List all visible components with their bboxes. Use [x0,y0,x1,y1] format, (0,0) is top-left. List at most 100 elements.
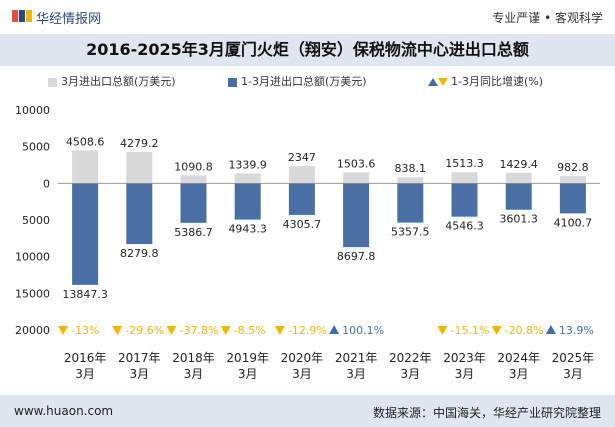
x-tick-label-year: 2022年 [389,351,432,365]
x-tick-label-month: 3月 [563,367,583,381]
bar-march [180,175,207,184]
growth-down-triangle [166,326,177,335]
data-label-march: 1339.9 [228,159,267,172]
bar-cumulative [505,183,532,210]
bar-cumulative [72,183,99,285]
x-tick-label-month: 3月 [238,367,258,381]
huajing-logo-icon [12,10,32,22]
growth-label: -12.9% [288,324,327,337]
data-label-cumulative: 8279.8 [120,247,159,260]
data-label-cumulative: 8697.8 [337,250,376,263]
x-tick-label-year: 2016年 [64,351,107,365]
growth-down-triangle [437,326,448,335]
growth-down-triangle [491,326,502,335]
x-tick-label-month: 3月 [455,367,475,381]
x-tick-label-year: 2020年 [281,351,324,365]
growth-down-triangle [274,326,285,335]
site-name: 华经情报网 [36,12,102,27]
y-tick-label: 5000 [22,214,50,227]
tagline: 专业严谨 • 客观科学 [492,11,603,25]
y-tick-label: 15000 [15,287,50,300]
x-tick-label-year: 2019年 [226,351,269,365]
data-label-march: 1503.6 [337,157,376,170]
growth-label: -15.1% [451,324,490,337]
data-label-march: 838.1 [395,162,427,175]
bar-cumulative [180,183,207,223]
legend-label-growth: 1-3月同比增速(%) [451,75,544,88]
bar-march [451,172,478,184]
legend-item-cumulative: 1-3月进出口总额(万美元) [228,73,367,89]
bar-march [559,176,586,184]
legend-label-cumulative: 1-3月进出口总额(万美元) [241,75,367,88]
growth-label: -20.8% [505,324,544,337]
x-tick-label-year: 2021年 [335,351,378,365]
y-tick-label: 10000 [15,251,50,264]
data-label-march: 1513.3 [445,157,484,170]
growth-label: 13.9% [559,324,594,337]
legend-swatch-march [48,77,57,87]
bar-cumulative [451,183,478,217]
growth-down-triangle [220,326,231,335]
legend-down-triangle-icon [438,78,448,86]
bar-march [234,173,261,184]
legend-up-triangle-icon [428,78,438,86]
growth-label: -8.5% [234,324,266,337]
legend-label-march: 3月进出口总额(万美元) [61,75,176,88]
data-label-march: 1429.4 [499,158,538,171]
x-tick-label-month: 3月 [184,367,204,381]
bar-march [288,166,315,184]
x-tick-label-month: 3月 [75,367,95,381]
bar-cumulative [288,183,315,215]
legend-swatch-cumulative [228,77,237,87]
x-tick-label-month: 3月 [292,367,312,381]
data-label-cumulative: 4100.7 [554,216,593,229]
y-tick-label: 10000 [15,104,50,117]
x-tick-label-month: 3月 [346,367,366,381]
footer-url: www.huaon.com [14,404,114,418]
data-label-cumulative: 4305.7 [283,218,322,231]
bar-cumulative [397,183,424,223]
data-label-cumulative: 3601.3 [499,213,538,226]
growth-down-triangle [58,326,69,335]
title-bar [0,34,615,66]
y-tick-label: 5000 [22,141,50,154]
footer-source: 数据来源：中国海关，华经产业研究院整理 [372,406,601,420]
chart-title: 2016-2025年3月厦门火炬（翔安）保税物流中心进出口总额 [86,40,529,59]
legend-item-growth: 1-3月同比增速(%) [428,73,543,89]
x-tick-label-month: 3月 [509,367,529,381]
bar-march [505,172,532,184]
data-label-cumulative: 13847.3 [62,288,108,301]
footer-bar [0,395,615,427]
growth-label: -13% [71,324,99,337]
growth-up-triangle [329,325,340,334]
bar-march [343,172,370,184]
x-tick-label-month: 3月 [400,367,420,381]
data-label-cumulative: 4943.3 [228,223,267,236]
growth-up-triangle [545,325,556,334]
x-tick-label-year: 2025年 [552,351,595,365]
x-tick-label-year: 2024年 [497,351,540,365]
data-label-march: 2347 [288,151,316,164]
data-label-march: 4508.6 [66,135,105,148]
legend: 3月进出口总额(万美元) 1-3月进出口总额(万美元) 1-3月同比增速(%) [0,70,615,92]
growth-label: -37.8% [180,324,219,337]
legend-item-march: 3月进出口总额(万美元) [48,73,176,89]
data-label-march: 1090.8 [174,160,213,173]
bar-cumulative [343,183,370,248]
bar-march [397,177,424,184]
growth-down-triangle [112,326,123,335]
x-tick-label-year: 2018年 [172,351,215,365]
x-tick-label-year: 2017年 [118,351,161,365]
data-label-cumulative: 5357.5 [391,226,430,239]
data-label-march: 4279.2 [120,137,159,150]
bar-march [126,151,153,184]
y-tick-label: 0 [43,177,50,190]
header-bar: 华经情报网 专业严谨 • 客观科学 [0,0,615,34]
growth-label: -29.6% [125,324,164,337]
x-tick-label-month: 3月 [129,367,149,381]
bar-march [72,150,99,184]
x-tick-label-year: 2023年 [443,351,486,365]
data-label-cumulative: 4546.3 [445,220,484,233]
data-label-cumulative: 5386.7 [174,226,213,239]
